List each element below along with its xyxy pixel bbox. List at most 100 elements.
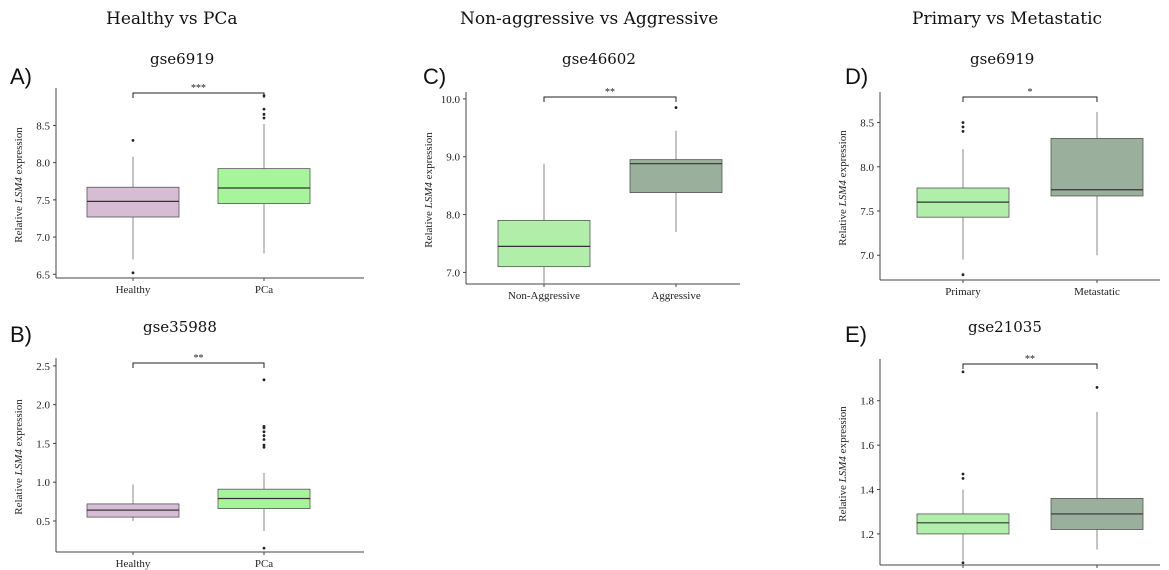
- y-axis-label-prefix: Relative: [837, 482, 849, 521]
- y-tick-label: 1.4: [860, 485, 874, 497]
- significance-bracket: [132, 362, 265, 368]
- y-tick-label: 7.5: [36, 195, 50, 207]
- outlier-point: [961, 273, 965, 277]
- y-axis-label-suffix: expression: [423, 132, 435, 182]
- significance-label: **: [1025, 354, 1035, 365]
- y-axis-label-prefix: Relative: [13, 475, 25, 514]
- dataset-label-b: gse35988: [143, 318, 217, 336]
- y-tick-label: 0.5: [36, 516, 50, 528]
- outlier-point: [961, 129, 965, 133]
- y-tick-label: 2.0: [36, 400, 50, 412]
- outlier-point: [674, 106, 678, 109]
- y-tick-label: 8.5: [860, 118, 874, 130]
- outlier-point: [961, 370, 965, 374]
- outlier-point: [262, 430, 266, 434]
- y-axis-label-suffix: expression: [837, 130, 849, 180]
- x-tick-label: PCa: [255, 284, 273, 296]
- panel-letter-a: A): [10, 64, 32, 89]
- y-tick-label: 8.0: [860, 162, 874, 174]
- y-axis-label-suffix: expression: [837, 406, 849, 456]
- x-tick-label: Metastatic: [1074, 286, 1120, 298]
- y-tick-label: 9.0: [446, 152, 460, 164]
- y-tick-label: 1.5: [36, 438, 50, 450]
- x-tick-label: Aggressive: [651, 290, 701, 302]
- y-axis-label-prefix: Relative: [837, 206, 849, 245]
- y-tick-label: 7.0: [860, 250, 874, 262]
- y-tick-label: 7.0: [446, 267, 460, 279]
- outlier-point: [961, 472, 965, 476]
- outlier-point: [262, 443, 266, 447]
- y-tick-label: 7.0: [36, 232, 50, 244]
- outlier-point: [262, 112, 266, 116]
- panel-letter-e: E): [845, 322, 867, 347]
- outlier-point: [262, 424, 266, 428]
- y-axis-label-gene: LSM4: [13, 177, 25, 205]
- y-tick-label: 8.5: [36, 120, 50, 132]
- significance-label: ***: [191, 83, 206, 94]
- outlier-point: [262, 378, 266, 382]
- x-tick-label: PCa: [255, 558, 273, 570]
- x-tick-label: Primary: [945, 286, 981, 298]
- significance-bracket: [132, 92, 265, 98]
- y-axis-label-prefix: Relative: [423, 208, 435, 247]
- y-axis-label-prefix: Relative: [13, 203, 25, 242]
- outlier-point: [961, 477, 965, 480]
- dataset-label-a: gse6919: [150, 50, 215, 68]
- y-axis-label-gene: LSM4: [423, 182, 435, 210]
- y-tick-label: 7.5: [860, 206, 874, 218]
- column-title-primary-vs-metastatic: Primary vs Metastatic: [912, 9, 1103, 29]
- dataset-label-c: gse46602: [562, 50, 636, 68]
- box: [497, 219, 591, 268]
- y-axis-label-suffix: expression: [13, 127, 25, 177]
- significance-label: **: [605, 87, 615, 98]
- panel-letter-d: D): [845, 64, 869, 89]
- box: [916, 513, 1010, 535]
- y-tick-label: 8.0: [36, 158, 50, 170]
- y-axis-label: Relative LSM4 expression: [13, 127, 25, 243]
- outlier-point: [131, 271, 135, 275]
- significance-bracket: [962, 363, 1098, 369]
- y-axis-label: Relative LSM4 expression: [837, 406, 849, 522]
- y-axis-label-gene: LSM4: [837, 456, 849, 484]
- y-axis-label-gene: LSM4: [837, 180, 849, 208]
- outlier-point: [131, 138, 135, 142]
- y-tick-label: 1.0: [36, 477, 50, 489]
- x-tick-label: Healthy: [116, 284, 151, 296]
- panel-letter-c: C): [423, 64, 447, 89]
- outlier-point: [961, 561, 965, 565]
- y-tick-label: 1.8: [860, 396, 874, 408]
- y-tick-label: 2.5: [36, 361, 50, 373]
- outlier-point: [1095, 386, 1099, 389]
- x-tick-label: Healthy: [116, 558, 151, 570]
- panel-letter-b: B): [10, 322, 32, 347]
- significance-label: **: [194, 353, 204, 364]
- dataset-label-e: gse21035: [968, 318, 1042, 336]
- outlier-point: [262, 438, 266, 441]
- y-tick-label: 8.0: [446, 210, 460, 222]
- y-axis-label: Relative LSM4 expression: [837, 130, 849, 246]
- box: [86, 186, 180, 218]
- y-axis-label-gene: LSM4: [13, 449, 25, 477]
- significance-label: *: [1028, 87, 1033, 98]
- y-axis-label-suffix: expression: [13, 399, 25, 449]
- significance-bracket: [543, 96, 677, 102]
- y-axis-label: Relative LSM4 expression: [423, 132, 435, 248]
- box: [217, 168, 311, 205]
- outlier-point: [961, 125, 965, 129]
- y-axis-label: Relative LSM4 expression: [13, 399, 25, 515]
- outlier-point: [262, 546, 266, 550]
- outlier-point: [262, 116, 266, 120]
- dataset-label-d: gse6919: [970, 50, 1035, 68]
- outlier-point: [262, 445, 266, 449]
- significance-bracket: [962, 96, 1098, 102]
- y-tick-label: 1.6: [860, 440, 874, 452]
- y-tick-label: 1.2: [860, 529, 874, 541]
- outlier-point: [262, 107, 266, 111]
- outlier-point: [262, 434, 266, 438]
- column-title-aggressive: Non-aggressive vs Aggressive: [460, 9, 719, 29]
